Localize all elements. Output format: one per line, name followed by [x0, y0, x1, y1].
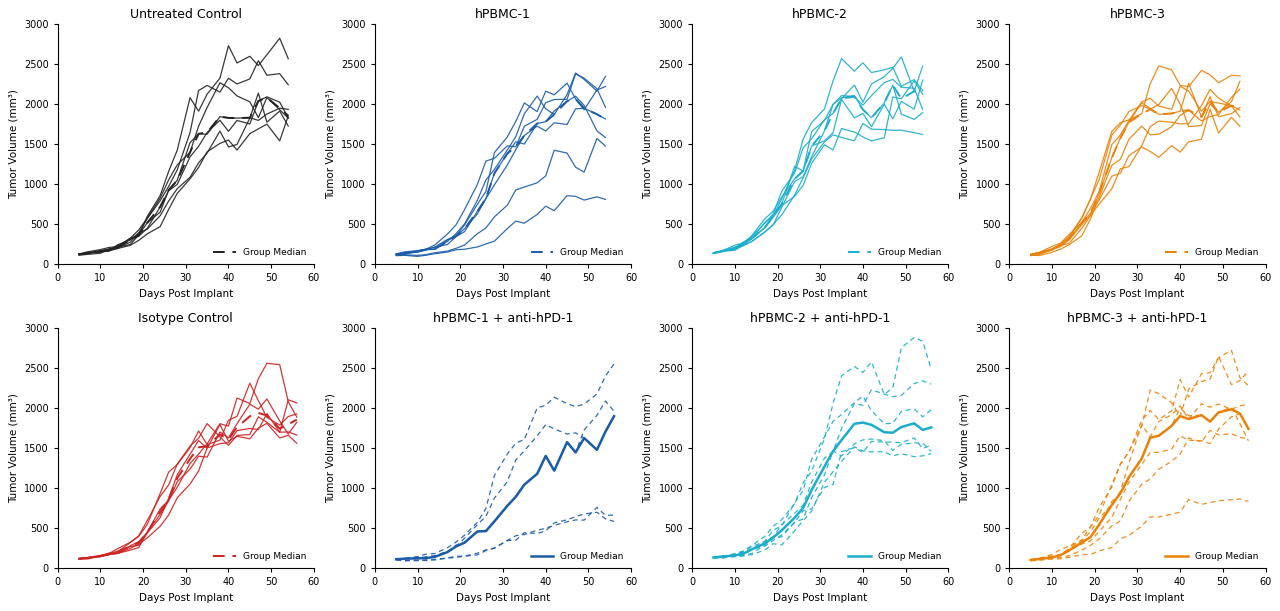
Y-axis label: Tumor Volume (mm³): Tumor Volume (mm³)	[325, 89, 335, 199]
Title: hPBMC-3 + anti-hPD-1: hPBMC-3 + anti-hPD-1	[1068, 312, 1207, 326]
Title: hPBMC-1 + anti-hPD-1: hPBMC-1 + anti-hPD-1	[433, 312, 573, 326]
Y-axis label: Tumor Volume (mm³): Tumor Volume (mm³)	[9, 393, 18, 503]
Legend: Group Median: Group Median	[527, 549, 627, 563]
Title: Isotype Control: Isotype Control	[138, 312, 233, 326]
X-axis label: Days Post Implant: Days Post Implant	[773, 288, 868, 299]
Legend: Group Median: Group Median	[1162, 245, 1261, 260]
Y-axis label: Tumor Volume (mm³): Tumor Volume (mm³)	[325, 393, 335, 503]
Legend: Group Median: Group Median	[211, 549, 310, 563]
Y-axis label: Tumor Volume (mm³): Tumor Volume (mm³)	[9, 89, 18, 199]
Title: hPBMC-2: hPBMC-2	[792, 9, 849, 21]
X-axis label: Days Post Implant: Days Post Implant	[1091, 288, 1184, 299]
X-axis label: Days Post Implant: Days Post Implant	[138, 288, 233, 299]
Title: Untreated Control: Untreated Control	[129, 9, 242, 21]
Legend: Group Median: Group Median	[1162, 549, 1261, 563]
Y-axis label: Tumor Volume (mm³): Tumor Volume (mm³)	[643, 393, 653, 503]
X-axis label: Days Post Implant: Days Post Implant	[138, 593, 233, 602]
Title: hPBMC-3: hPBMC-3	[1110, 9, 1165, 21]
Legend: Group Median: Group Median	[845, 549, 943, 563]
X-axis label: Days Post Implant: Days Post Implant	[1091, 593, 1184, 602]
Title: hPBMC-2 + anti-hPD-1: hPBMC-2 + anti-hPD-1	[750, 312, 891, 326]
Y-axis label: Tumor Volume (mm³): Tumor Volume (mm³)	[643, 89, 653, 199]
X-axis label: Days Post Implant: Days Post Implant	[456, 593, 550, 602]
X-axis label: Days Post Implant: Days Post Implant	[456, 288, 550, 299]
Legend: Group Median: Group Median	[527, 245, 627, 260]
X-axis label: Days Post Implant: Days Post Implant	[773, 593, 868, 602]
Y-axis label: Tumor Volume (mm³): Tumor Volume (mm³)	[960, 89, 970, 199]
Legend: Group Median: Group Median	[211, 245, 310, 260]
Title: hPBMC-1: hPBMC-1	[475, 9, 531, 21]
Legend: Group Median: Group Median	[845, 245, 943, 260]
Y-axis label: Tumor Volume (mm³): Tumor Volume (mm³)	[960, 393, 970, 503]
